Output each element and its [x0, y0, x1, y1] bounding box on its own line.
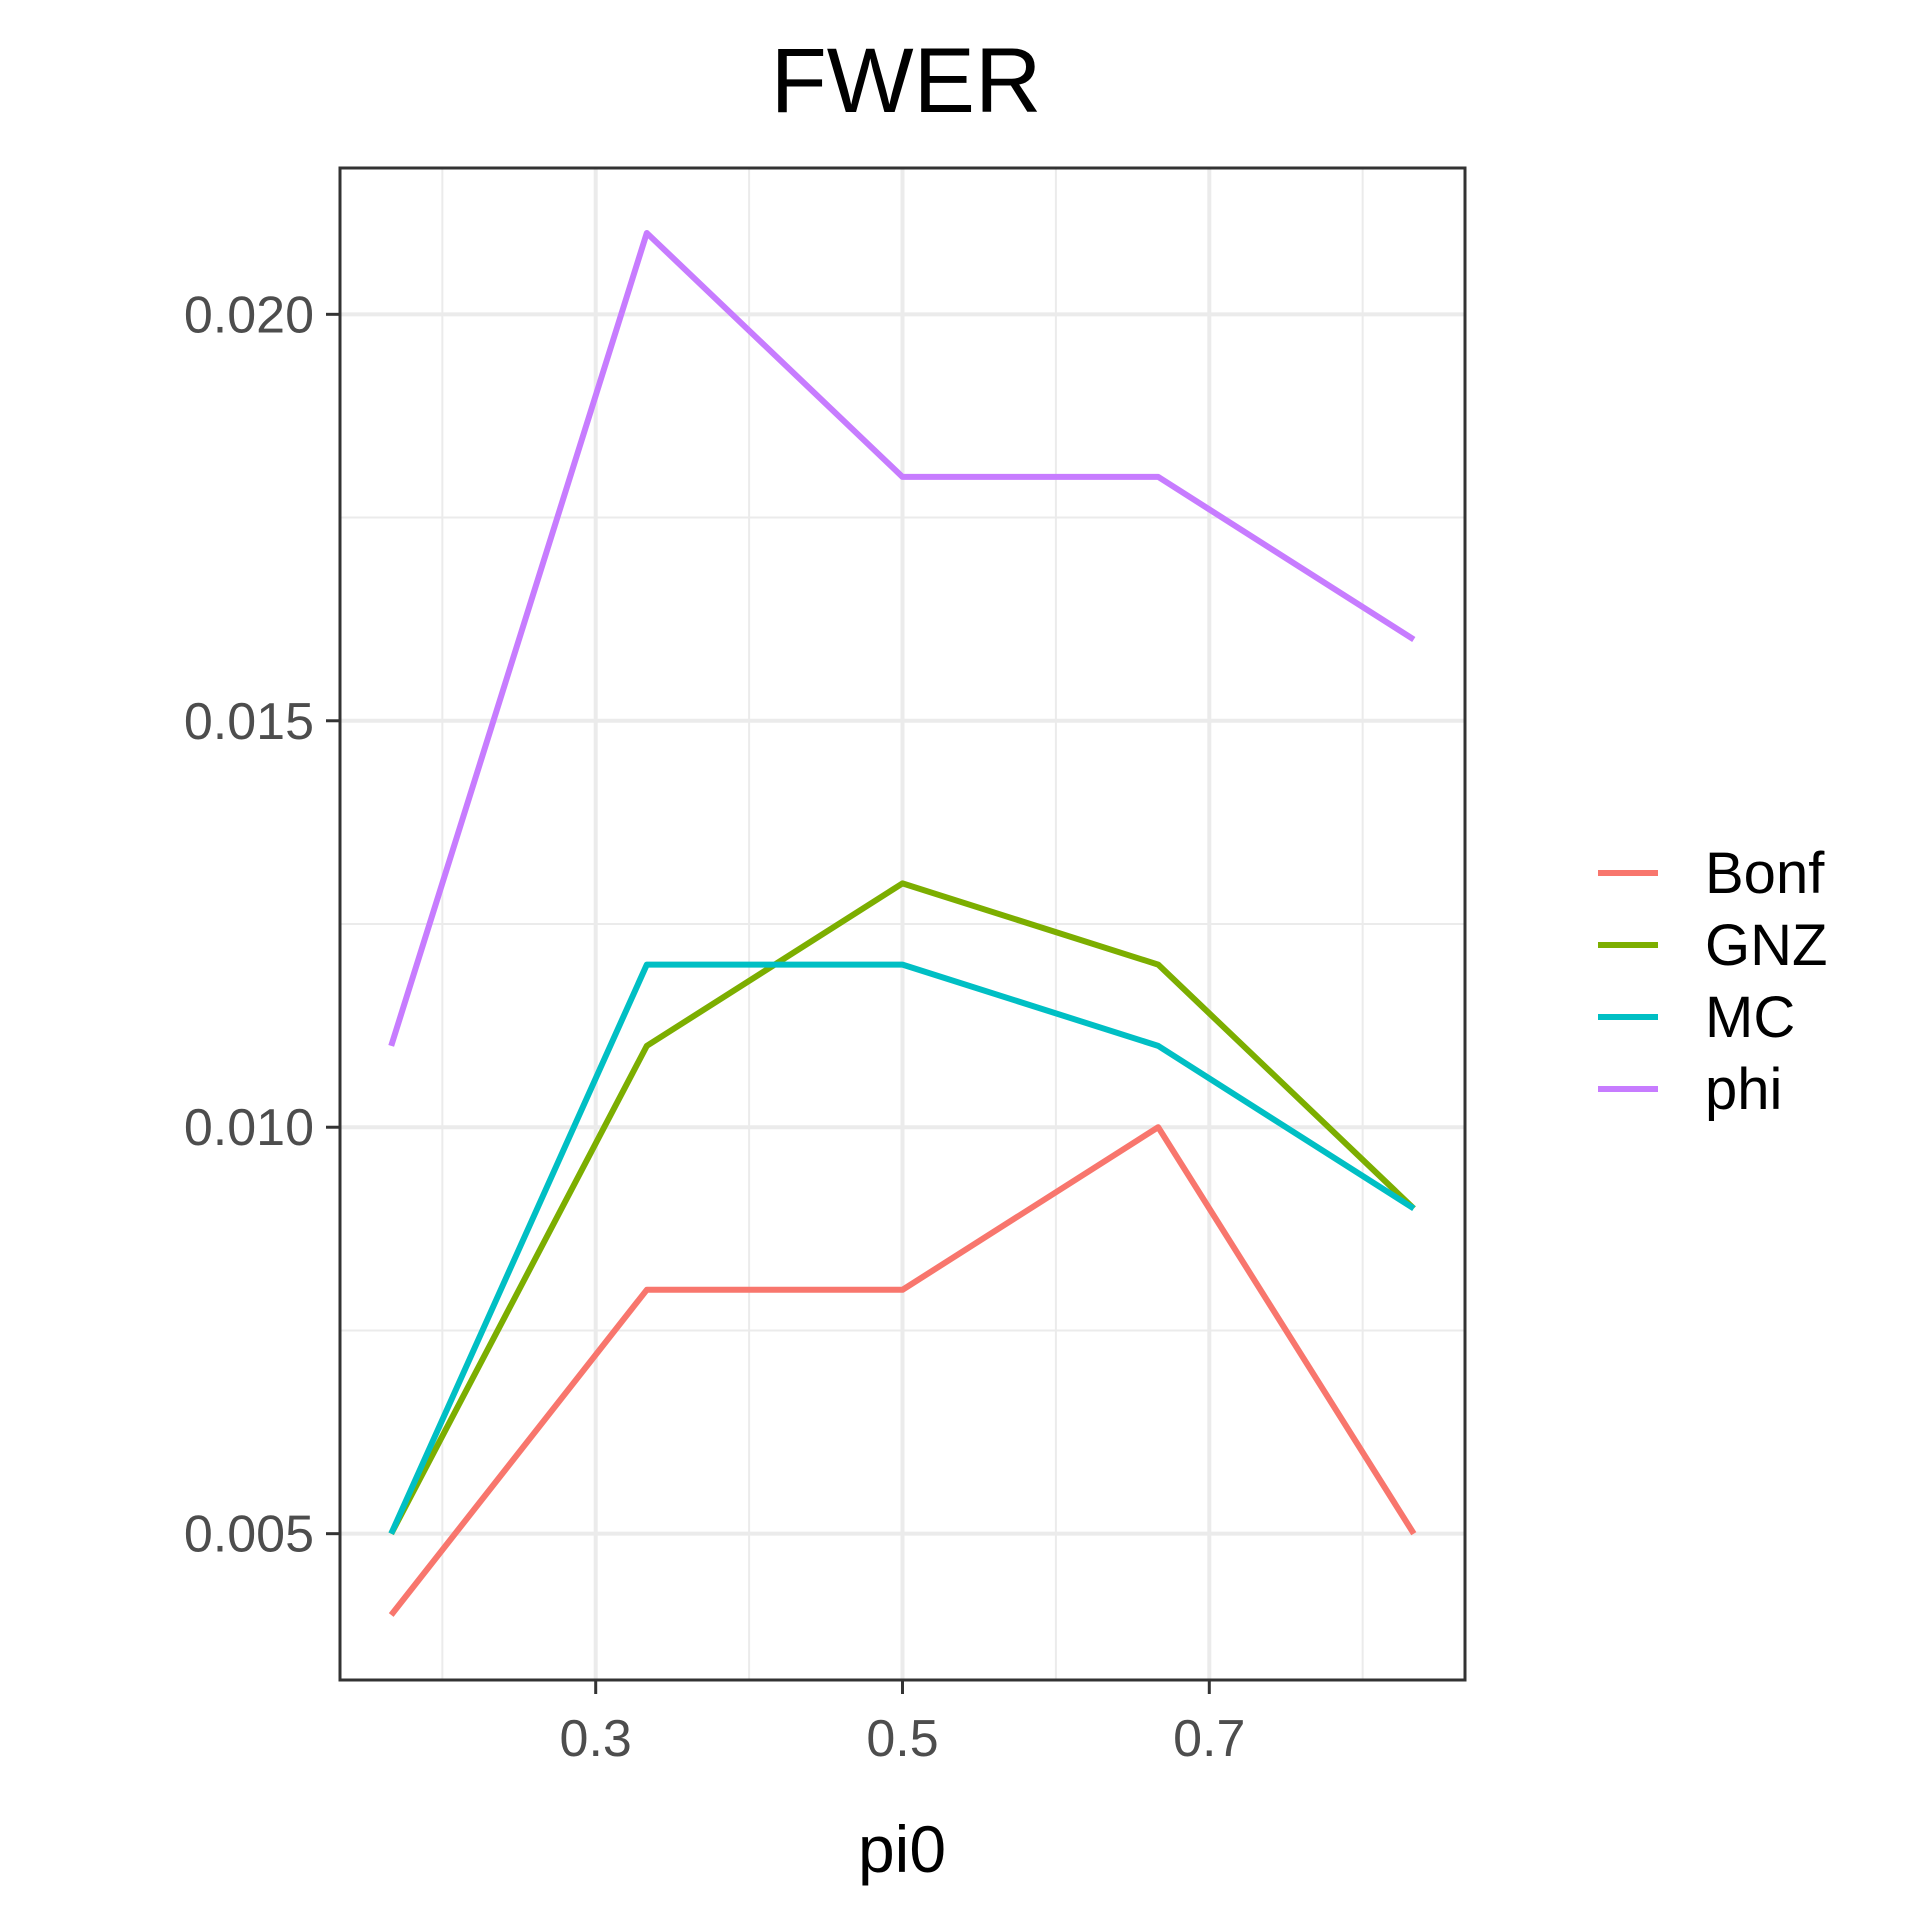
legend-label-mc: MC [1705, 985, 1795, 1050]
legend-label-bonf: Bonf [1705, 841, 1825, 906]
major-gridlines [340, 168, 1465, 1680]
y-axis: 0.005 0.010 0.015 0.020 [184, 286, 340, 1564]
x-axis: 0.3 0.5 0.7 [560, 1680, 1245, 1768]
legend: Bonf GNZ MC phi [1598, 841, 1827, 1122]
x-tick-label: 0.7 [1173, 1710, 1245, 1768]
series-line-mc [388, 961, 1416, 1535]
chart-title: FWER [771, 30, 1042, 132]
series-line-bonf [388, 1124, 1417, 1617]
series-line-phi [388, 230, 1416, 1047]
y-tick-label: 0.005 [184, 1506, 314, 1564]
y-tick-label: 0.015 [184, 693, 314, 751]
y-tick-label: 0.020 [184, 286, 314, 344]
series-lines [388, 230, 1417, 1617]
y-tick-label: 0.010 [184, 1099, 314, 1157]
x-tick-label: 0.3 [560, 1710, 632, 1768]
legend-label-phi: phi [1705, 1057, 1782, 1122]
x-axis-title: pi0 [858, 1812, 946, 1886]
x-tick-label: 0.5 [866, 1710, 938, 1768]
series-line-gnz [388, 880, 1416, 1536]
legend-label-gnz: GNZ [1705, 913, 1827, 978]
